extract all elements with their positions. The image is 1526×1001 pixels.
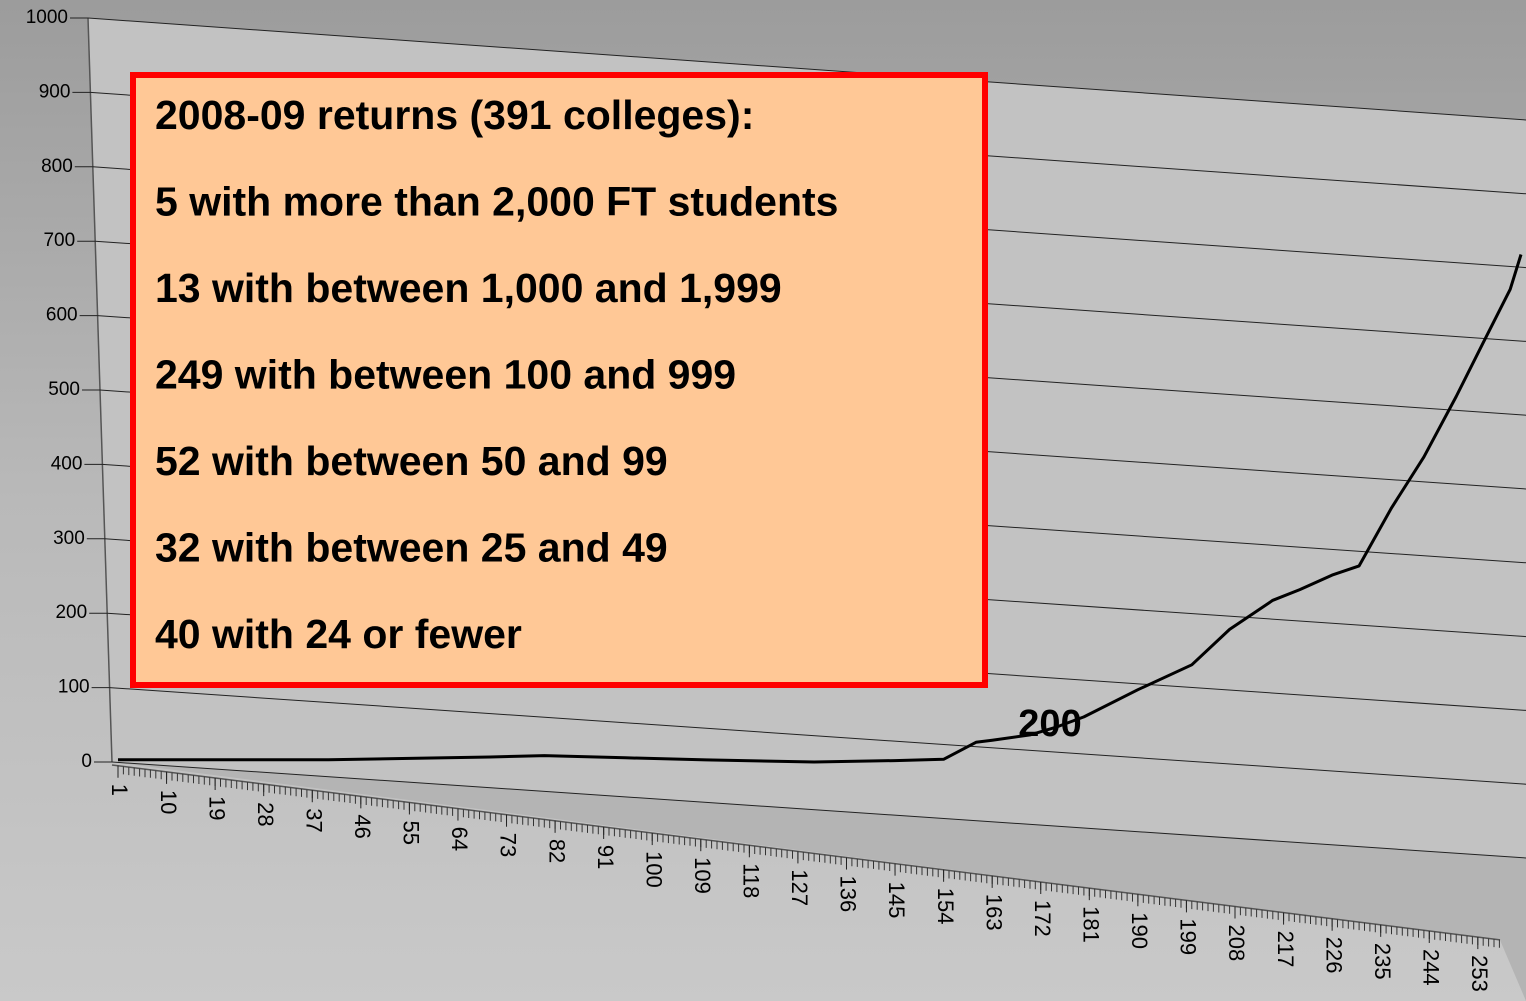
x-tick-label: 28	[253, 802, 278, 826]
x-tick-label: 64	[447, 827, 472, 851]
page: 0 100 200 300 400 500 600 700 800 900 1000 1 10 19 28 3…	[0, 0, 1526, 1001]
x-tick-label: 181	[1078, 906, 1103, 943]
annotation-line: 32 with between 25 and 49	[155, 524, 668, 570]
x-tick-label: 235	[1370, 943, 1395, 980]
x-tick-label: 19	[204, 796, 229, 820]
y-tick-label: 700	[43, 230, 75, 251]
x-tick-label: 217	[1273, 931, 1298, 968]
x-tick-label: 73	[496, 833, 521, 857]
annotation-line: 13 with between 1,000 and 1,999	[155, 265, 782, 311]
annotation-line: 249 with between 100 and 999	[155, 351, 736, 397]
x-tick-label: 100	[641, 851, 666, 888]
x-tick-label: 136	[836, 876, 861, 913]
x-tick-label: 37	[301, 808, 326, 832]
x-tick-label: 199	[1176, 918, 1201, 955]
annotation-box: 2008-09 returns (391 colleges): 5 with mo…	[133, 75, 985, 685]
y-tick-label: 900	[39, 81, 71, 102]
x-tick-label: 10	[156, 790, 181, 814]
x-tick-label: 145	[884, 882, 909, 919]
y-tick-label: 600	[46, 305, 78, 326]
x-tick-label: 127	[787, 869, 812, 906]
x-tick-label: 208	[1224, 924, 1249, 961]
x-tick-label: 118	[739, 863, 764, 898]
y-tick-label: 500	[48, 379, 80, 400]
x-tick-label: 190	[1127, 912, 1152, 949]
annotation-line: 5 with more than 2,000 FT students	[155, 178, 838, 224]
x-tick-label: 46	[350, 814, 375, 838]
x-tick-label: 172	[1030, 900, 1055, 937]
x-tick-label: 253	[1467, 955, 1492, 992]
annotation-line: 52 with between 50 and 99	[155, 438, 668, 484]
y-tick-label: 300	[53, 528, 85, 549]
y-tick-label: 1000	[26, 7, 68, 28]
chart: 0 100 200 300 400 500 600 700 800 900 1000 1 10 19 28 3…	[0, 0, 1526, 1001]
x-tick-label: 82	[544, 839, 569, 863]
x-tick-label: 244	[1418, 949, 1443, 986]
y-tick-label: 100	[58, 677, 90, 698]
x-tick-label: 163	[981, 894, 1006, 931]
annotation-line: 2008-09 returns (391 colleges):	[155, 92, 754, 138]
x-tick-label: 154	[933, 888, 958, 925]
y-tick-label: 0	[81, 751, 92, 772]
x-tick-label: 55	[399, 820, 424, 844]
y-tick-label: 200	[55, 602, 87, 623]
point-label: 200	[1018, 703, 1081, 745]
y-tick-label: 800	[41, 156, 73, 177]
annotation-line: 40 with 24 or fewer	[155, 611, 522, 657]
x-tick-label: 1	[107, 784, 132, 796]
x-tick-label: 109	[690, 857, 715, 894]
x-tick-label: 91	[593, 845, 618, 869]
y-tick-label: 400	[51, 453, 83, 474]
x-tick-label: 226	[1321, 937, 1346, 974]
